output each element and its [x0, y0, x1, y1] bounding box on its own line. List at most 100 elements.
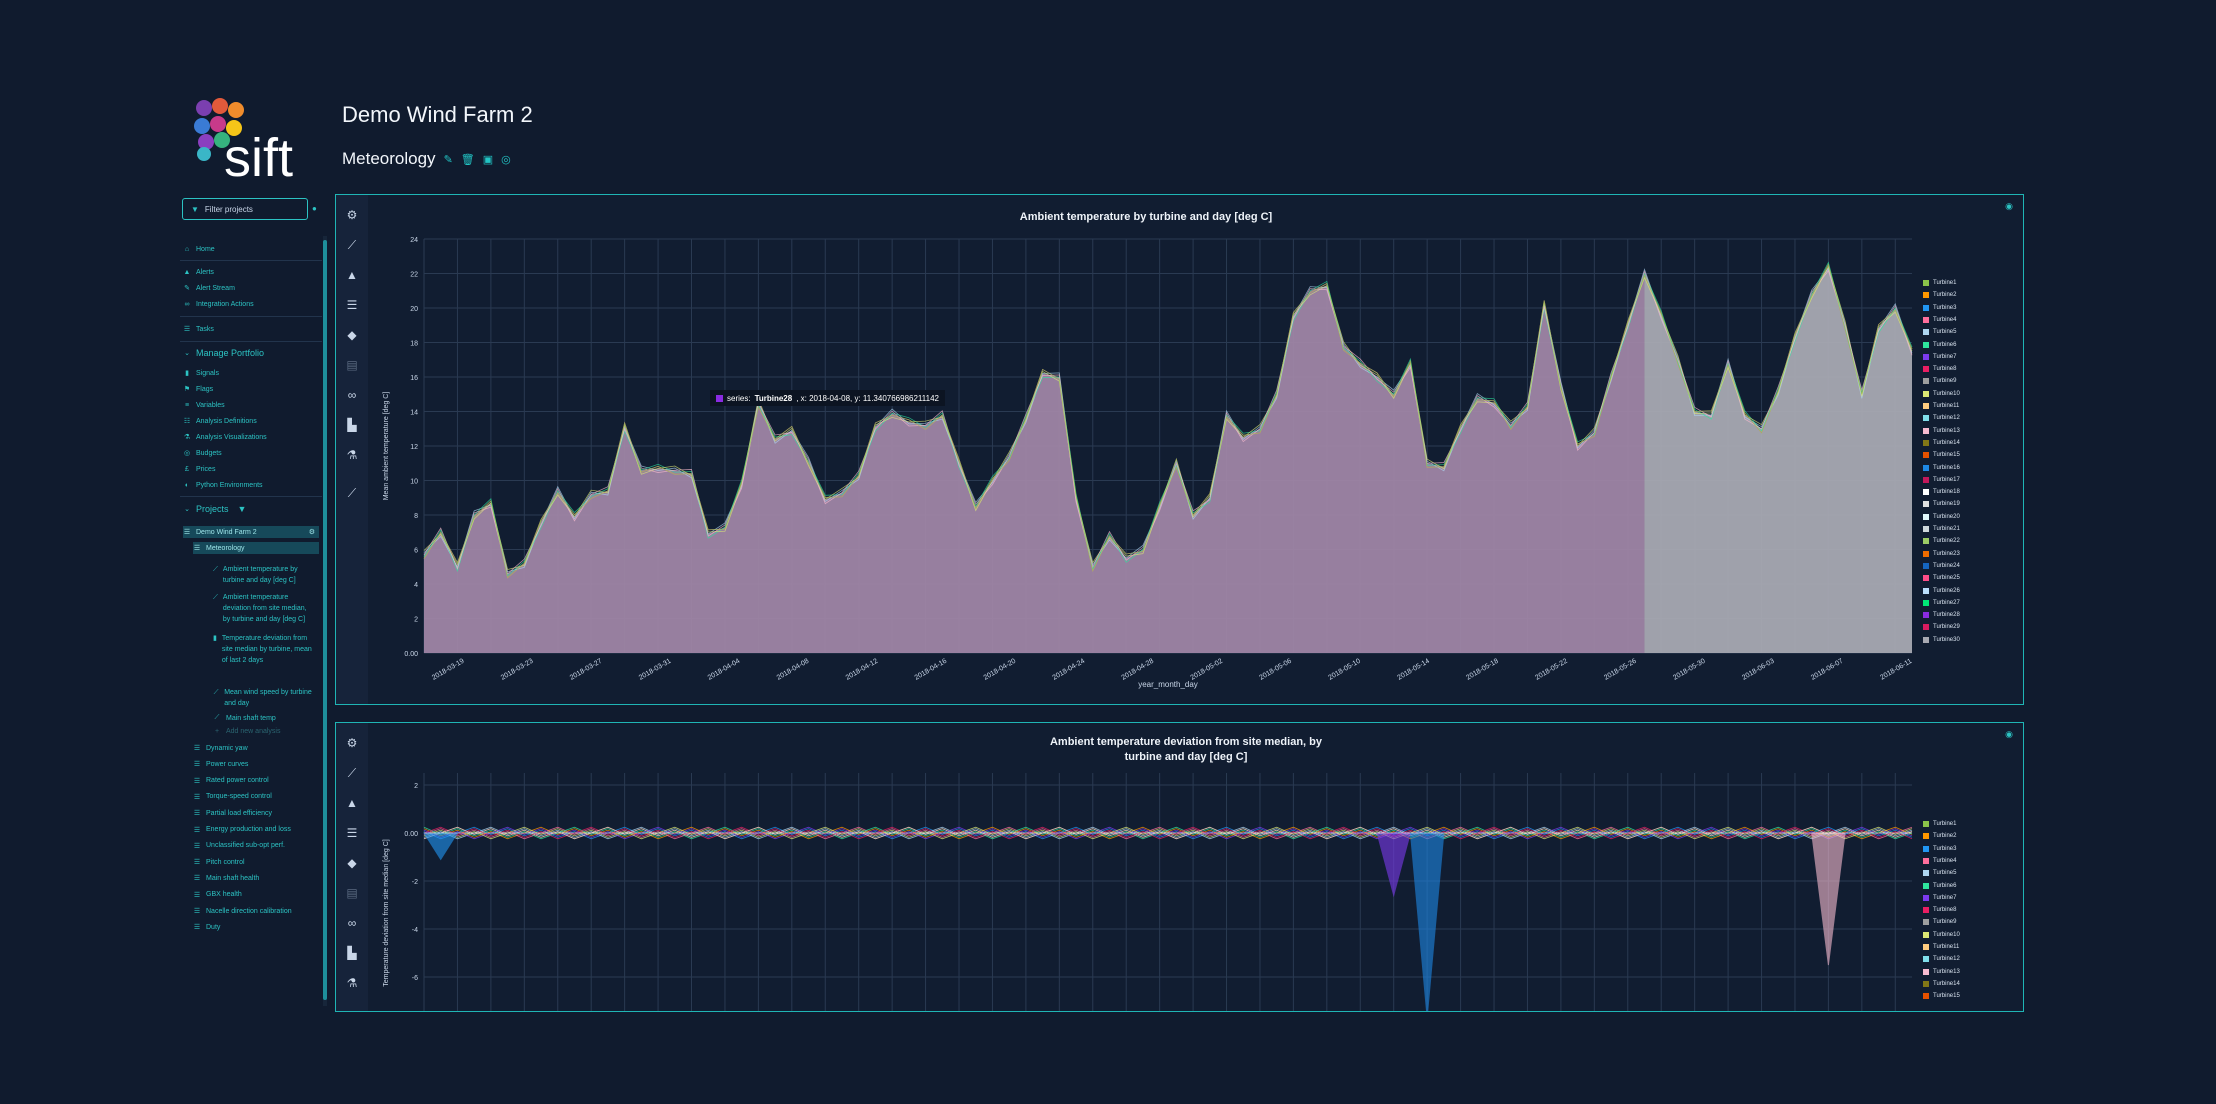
legend-item[interactable]: Turbine30: [1923, 636, 1960, 643]
link-icon[interactable]: ∞: [347, 916, 357, 930]
sidebar-section-projects[interactable]: ⌄ Projects ▼: [183, 503, 246, 515]
legend-item[interactable]: Turbine3: [1923, 845, 1956, 852]
trend-chart-icon[interactable]: ⟋: [347, 486, 357, 500]
sidebar-item-view[interactable]: ☰ Torque-speed control: [193, 791, 272, 803]
bell-icon[interactable]: ▲: [346, 268, 358, 282]
legend-item[interactable]: Turbine9: [1923, 919, 1956, 926]
tag-icon[interactable]: ◆: [347, 856, 357, 870]
legend-item[interactable]: Turbine12: [1923, 956, 1960, 963]
archive-icon[interactable]: ▣: [482, 153, 494, 166]
sidebar-item-view[interactable]: ☰ Rated power control: [193, 775, 269, 787]
link-icon[interactable]: ∞: [347, 388, 357, 402]
stamp-icon[interactable]: ▙: [347, 418, 357, 432]
sidebar-item-flags[interactable]: ⚑ Flags: [183, 383, 213, 395]
temperature-deviation-chart[interactable]: 2 0.00 -2 -4 -6 Temperature deviation from si…: [336, 723, 2024, 1012]
sidebar-item-view[interactable]: ☰ Unclassified sub-opt perf.: [193, 840, 285, 852]
sidebar-item-alert-stream[interactable]: ✎ Alert Stream: [183, 282, 235, 294]
flask-list-icon[interactable]: ⚗: [346, 448, 358, 462]
legend-item[interactable]: Turbine3: [1923, 304, 1956, 311]
legend-item[interactable]: Turbine9: [1923, 378, 1956, 385]
sidebar-item-alerts[interactable]: ▲ Alerts: [183, 266, 214, 278]
legend-item[interactable]: Turbine12: [1923, 415, 1960, 422]
legend-item[interactable]: Turbine8: [1923, 366, 1956, 373]
legend-item[interactable]: Turbine11: [1923, 403, 1959, 409]
legend-item[interactable]: Turbine16: [1923, 464, 1960, 471]
legend-item[interactable]: Turbine23: [1923, 550, 1960, 557]
sidebar-item-view[interactable]: ☰ Duty: [193, 921, 221, 933]
sidebar-item-integration-actions[interactable]: ∞ Integration Actions: [183, 298, 254, 310]
legend-item[interactable]: Turbine25: [1923, 575, 1960, 582]
sidebar-item-view[interactable]: ☰ GBX health: [193, 889, 242, 901]
info-icon[interactable]: ◉: [2005, 729, 2013, 739]
sidebar-item-prices[interactable]: £ Prices: [183, 463, 215, 475]
legend-item[interactable]: Turbine21: [1923, 526, 1960, 532]
edit-icon[interactable]: ✎: [443, 153, 453, 166]
filter-projects-input[interactable]: ▼ Filter projects: [182, 198, 308, 220]
legend-item[interactable]: Turbine18: [1923, 489, 1960, 496]
legend-item[interactable]: Turbine10: [1923, 390, 1960, 397]
legend-item[interactable]: Turbine2: [1923, 833, 1956, 840]
legend-item[interactable]: Turbine22: [1923, 538, 1960, 545]
legend-item[interactable]: Turbine1: [1923, 280, 1956, 286]
info-icon[interactable]: ◉: [2005, 201, 2013, 211]
legend-item[interactable]: Turbine27: [1923, 599, 1960, 606]
legend-item[interactable]: Turbine6: [1923, 882, 1956, 889]
legend-item[interactable]: Turbine24: [1923, 562, 1960, 569]
add-new-analysis-button[interactable]: + Add new analysis: [213, 725, 281, 737]
sidebar-item-tasks[interactable]: ☰ Tasks: [183, 323, 214, 335]
sidebar-item-variables[interactable]: ≡ Variables: [183, 399, 225, 411]
delete-icon[interactable]: 🗑: [460, 153, 475, 166]
sidebar-item-budgets[interactable]: ◎ Budgets: [183, 447, 222, 459]
filter-options-icon[interactable]: ●: [312, 204, 317, 213]
sidebar-item-python-environments[interactable]: ◐ Python Environments: [183, 479, 263, 491]
sidebar-item-meteorology[interactable]: ☰ Meteorology: [193, 542, 319, 554]
legend-item[interactable]: Turbine7: [1923, 353, 1956, 360]
sidebar-item-home[interactable]: ⌂ Home: [183, 243, 215, 255]
bell-icon[interactable]: ▲: [346, 796, 358, 810]
sidebar-item-view[interactable]: ☰ Partial load efficiency: [193, 807, 272, 819]
sidebar-item-signals[interactable]: ▮ Signals: [183, 367, 219, 379]
sidebar-item-demo-wind-farm[interactable]: ☰ Demo Wind Farm 2 ⚙: [183, 526, 319, 538]
legend-item[interactable]: Turbine19: [1923, 501, 1960, 508]
legend-item[interactable]: Turbine10: [1923, 931, 1960, 938]
stamp-icon[interactable]: ▙: [347, 946, 357, 960]
sidebar-item-view[interactable]: ☰ Nacelle direction calibration: [193, 905, 292, 917]
sidebar-item-view[interactable]: ☰ Pitch control: [193, 856, 245, 868]
legend-item[interactable]: Turbine2: [1923, 292, 1956, 299]
legend-item[interactable]: Turbine13: [1923, 968, 1960, 975]
line-chart-icon[interactable]: ⟋: [347, 766, 357, 780]
legend-item[interactable]: Turbine20: [1923, 513, 1960, 520]
legend-item[interactable]: Turbine29: [1923, 624, 1960, 631]
sift-logo[interactable]: sift: [190, 96, 320, 188]
sidebar-item-analysis-visualizations[interactable]: ⚗ Analysis Visualizations: [183, 431, 267, 443]
hide-icon[interactable]: ◎: [501, 153, 511, 166]
sidebar-item-analysis-main-shaft[interactable]: ⟋ Main shaft temp: [213, 712, 276, 724]
delete-icon[interactable]: ▤: [346, 358, 358, 372]
legend-item[interactable]: Turbine15: [1923, 452, 1960, 459]
list-icon[interactable]: ☰: [346, 826, 358, 840]
legend-item[interactable]: Turbine5: [1923, 329, 1956, 336]
legend-item[interactable]: Turbine28: [1923, 612, 1960, 619]
settings-icon[interactable]: ⚙: [346, 208, 358, 222]
list-icon[interactable]: ☰: [346, 298, 358, 312]
legend-item[interactable]: Turbine17: [1923, 476, 1960, 483]
sidebar-item-view[interactable]: ☰ Dynamic yaw: [193, 742, 248, 754]
legend-item[interactable]: Turbine6: [1923, 341, 1956, 348]
legend-item[interactable]: Turbine5: [1923, 870, 1956, 877]
sidebar-item-analysis-temp-deviation-mean[interactable]: ▮ Temperature deviation from site median …: [213, 633, 313, 666]
sidebar-item-view[interactable]: ☰ Main shaft health: [193, 872, 259, 884]
legend-item[interactable]: Turbine11: [1923, 944, 1959, 950]
legend-item[interactable]: Turbine7: [1923, 894, 1956, 901]
settings-icon[interactable]: ⚙: [346, 736, 358, 750]
delete-icon[interactable]: ▤: [346, 886, 358, 900]
sidebar-item-analysis-temp-deviation[interactable]: ⟋ Ambient temperature deviation from site…: [213, 592, 313, 625]
legend-item[interactable]: Turbine13: [1923, 427, 1960, 434]
sidebar-item-analysis-definitions[interactable]: ☷ Analysis Definitions: [183, 415, 257, 427]
sidebar-item-analysis-wind-speed[interactable]: ⟋ Mean wind speed by turbine and day: [213, 687, 313, 709]
legend-item[interactable]: Turbine4: [1923, 857, 1956, 864]
sidebar-item-view[interactable]: ☰ Power curves: [193, 758, 249, 770]
tag-icon[interactable]: ◆: [347, 328, 357, 342]
sidebar-section-manage-portfolio[interactable]: ⌄ Manage Portfolio: [183, 347, 264, 359]
legend-item[interactable]: Turbine4: [1923, 316, 1956, 323]
